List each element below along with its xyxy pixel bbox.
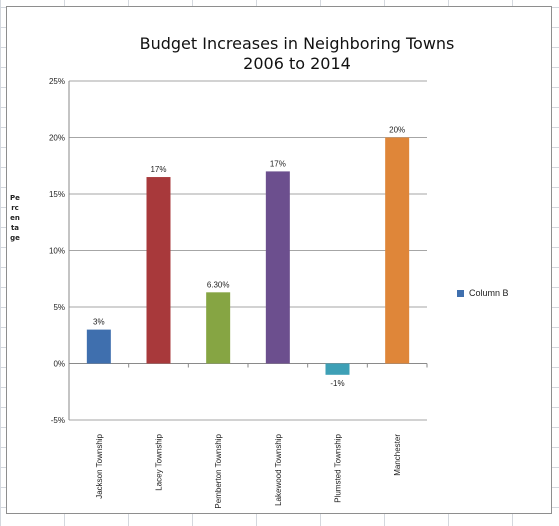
- x-tick-label: Lakewood Township: [274, 433, 283, 505]
- legend-label: Column B: [469, 288, 509, 298]
- x-tick-label: Pemberton Township: [214, 433, 223, 508]
- bar: [385, 137, 410, 364]
- chart-subtitle: 2006 to 2014: [243, 54, 351, 73]
- chart-area: Budget Increases in Neighboring Towns 20…: [6, 6, 552, 514]
- data-label: 3%: [93, 318, 105, 327]
- y-tick-label: -5%: [51, 416, 65, 425]
- bar: [146, 177, 171, 364]
- bar: [325, 363, 350, 375]
- data-label: -1%: [330, 379, 344, 388]
- bar: [206, 292, 231, 364]
- y-tick-label: 15%: [49, 190, 65, 199]
- y-tick-label: 10%: [49, 247, 65, 256]
- data-label: 20%: [389, 126, 405, 135]
- bar: [86, 329, 111, 364]
- data-label: 6.30%: [207, 280, 230, 289]
- y-tick-label: 5%: [53, 303, 65, 312]
- x-tick-label: Plumsted Township: [334, 433, 343, 502]
- y-tick-label: 0%: [53, 360, 65, 369]
- x-tick-label: Jackson Township: [95, 433, 104, 498]
- legend: Column B: [457, 288, 509, 298]
- legend-swatch: [457, 289, 464, 297]
- chart-title: Budget Increases in Neighboring Towns: [139, 34, 455, 53]
- x-tick-label: Lacey Township: [155, 433, 164, 490]
- y-tick-label: 20%: [49, 134, 65, 143]
- x-tick-label: Manchester: [393, 434, 402, 476]
- data-label: 17%: [150, 165, 166, 174]
- chart-plot: 25% 20% 15% 10% 5% 0% -5% 3% Jackson Township 17%…: [49, 77, 428, 509]
- data-label: 17%: [270, 159, 286, 168]
- y-axis-label: Percentage: [10, 194, 20, 242]
- y-tick-label: 25%: [49, 77, 65, 86]
- bar: [265, 171, 290, 364]
